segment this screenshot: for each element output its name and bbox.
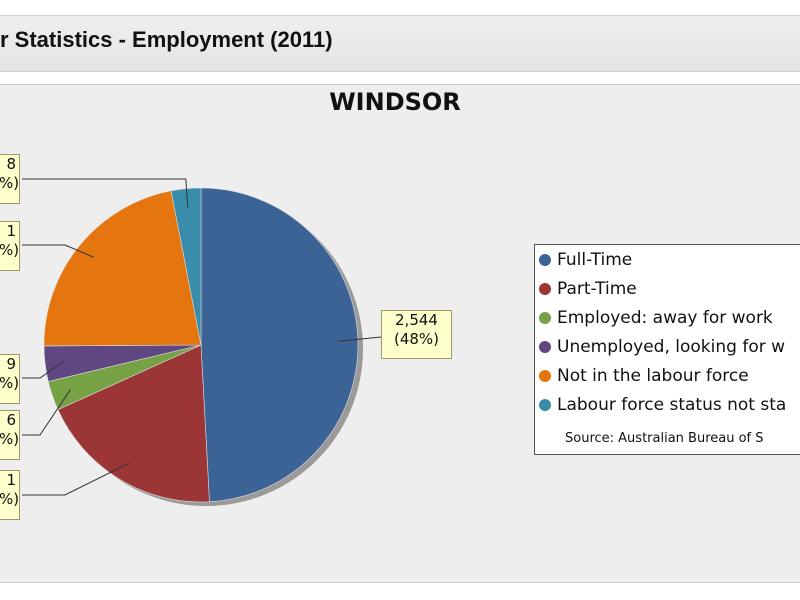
slice-not-in-labour-force — [43, 190, 202, 347]
data-label-value: 2,544 — [395, 311, 438, 329]
legend-swatch — [539, 370, 551, 382]
legend-source: Source: Australian Bureau of S — [565, 431, 764, 446]
data-label-percent: %) — [0, 174, 20, 192]
data-label-not-in-labour-force: 1 %) — [0, 221, 20, 271]
legend-label: Part-Time — [557, 279, 637, 299]
legend-item-unemployed: Unemployed, looking for w — [539, 336, 785, 358]
page-title: r Statistics - Employment (2011) — [0, 27, 333, 52]
data-label-part-time: 1 %) — [0, 470, 20, 520]
data-label-labour-status-not-stated: 8 %) — [0, 154, 20, 204]
leader-line — [22, 178, 189, 208]
data-label-value: 1 — [6, 222, 16, 240]
data-label-value: 6 — [6, 411, 16, 429]
legend-swatch — [539, 283, 551, 295]
data-label-percent: %) — [0, 490, 20, 508]
leader-line — [22, 244, 95, 258]
legend-swatch — [539, 254, 551, 266]
legend-swatch — [539, 341, 551, 353]
data-label-full-time: 2,544 (48%) — [381, 310, 452, 359]
leader-line — [22, 389, 71, 436]
chart-legend: Full-Time Part-Time Employed: away for w… — [534, 244, 800, 455]
legend-item-employed-away: Employed: away for work — [539, 307, 773, 329]
legend-label: Unemployed, looking for w — [557, 337, 786, 357]
slice-labour-status-not-stated — [170, 187, 202, 346]
leader-line — [339, 336, 382, 342]
leader-line — [22, 361, 65, 379]
data-label-value: 8 — [6, 155, 16, 173]
chart-title: WINDSOR — [329, 88, 461, 116]
legend-item-part-time: Part-Time — [539, 278, 637, 300]
data-label-value: 9 — [6, 355, 16, 373]
data-label-percent: %) — [0, 374, 20, 392]
data-label-employed-away: 6 %) — [0, 410, 20, 460]
data-label-percent: %) — [0, 430, 20, 448]
legend-label: Not in the labour force — [557, 366, 749, 386]
legend-swatch — [539, 312, 551, 324]
legend-item-not-in-labour-force: Not in the labour force — [539, 365, 749, 387]
data-label-value: 1 — [6, 471, 16, 489]
slice-full-time — [200, 187, 359, 503]
legend-item-full-time: Full-Time — [539, 249, 632, 271]
slice-part-time — [57, 344, 210, 503]
data-label-percent: %) — [0, 241, 20, 259]
legend-swatch — [539, 399, 551, 411]
data-label-unemployed: 9 %) — [0, 354, 20, 404]
legend-label: Employed: away for work — [557, 308, 773, 328]
page-header — [0, 15, 800, 72]
data-label-percent: (48%) — [393, 330, 440, 348]
legend-label: Labour force status not sta — [557, 395, 787, 415]
leader-line — [22, 462, 130, 496]
legend-item-labour-status-not-stated: Labour force status not sta — [539, 394, 786, 416]
legend-label: Full-Time — [557, 250, 633, 270]
